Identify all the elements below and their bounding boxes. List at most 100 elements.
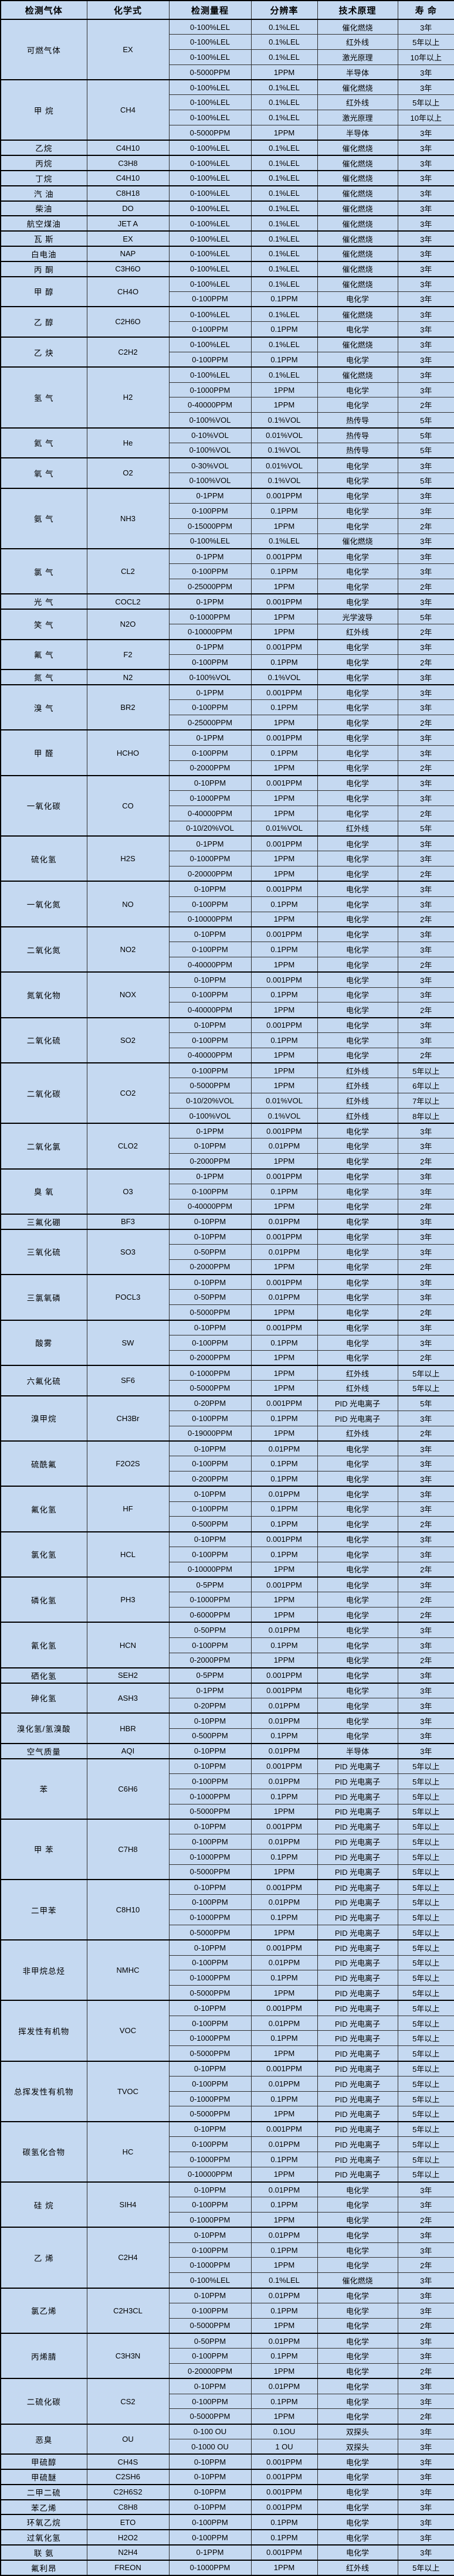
principle-cell: PID 光电离子 <box>317 1773 398 1789</box>
table-row: 笑 气 N2O 0-1000PPM 1PPM 光学波导 5年 <box>0 609 454 640</box>
principle-cell: 红外线 <box>317 1078 398 1094</box>
lifespan-cell: 5年以上 <box>397 1380 454 1396</box>
resolution-cell: 0.1PPM <box>250 1546 318 1562</box>
lifespan-cell: 3年 <box>397 1319 454 1335</box>
resolution-cell: 0.1%LEL <box>250 2272 318 2289</box>
resolution-cell: 0.1PPM <box>250 1501 318 1517</box>
principle-cell: 电化学 <box>317 669 398 685</box>
resolution-cell: 0.001PPM <box>250 593 318 610</box>
table-row: 0-100PPM 0.1PPM 电化学 3年 <box>1 352 454 368</box>
principle-cell: PID 光电离子 <box>317 1970 398 1986</box>
resolution-cell: 0.1PPM <box>250 654 318 670</box>
lifespan-cell: 5年以上 <box>397 1985 454 2001</box>
resolution-cell: 0.1PPM <box>250 1970 318 1986</box>
table-row: 0-6000PPM 1PPM 电化学 2年 <box>1 1607 454 1623</box>
lifespan-cell: 2年 <box>397 1259 454 1275</box>
principle-cell: 电化学 <box>317 866 398 882</box>
principle-cell: 催化燃烧 <box>317 169 398 186</box>
range-cell: 0-40000PPM <box>168 805 252 821</box>
table-row: 甲 醛 HCHO 0-1PPM 0.001PPM 电化学 3年 <box>0 729 454 776</box>
lifespan-cell: 5年以上 <box>397 94 454 111</box>
range-cell: 0-10PPM <box>168 2483 252 2500</box>
range-cell: 0-500PPM <box>168 1516 252 1532</box>
table-row: 0-100PPM 0.01PPM PID 光电离子 5年以上 <box>1 2015 454 2031</box>
table-row: 柴油 DO 0-100%LEL 0.1%LEL 催化燃烧 3年 <box>0 200 454 216</box>
formula-cell: F2 <box>86 638 170 670</box>
gas-name-cell: 总挥发性有机物 <box>0 2060 87 2122</box>
gas-name-cell: 柴油 <box>0 200 87 216</box>
resolution-cell: 1PPM <box>250 1350 318 1366</box>
table-row: 非甲烷总烃 NMHC 0-10PPM 0.001PPM PID 光电离子 5年以上 <box>0 1939 454 2001</box>
lifespan-cell: 2年 <box>397 1561 454 1578</box>
formula-cell: SO3 <box>86 1228 170 1275</box>
resolution-cell: 1PPM <box>250 1803 318 1820</box>
table-row: 臭 氧 O3 0-1PPM 0.001PPM 电化学 3年 <box>0 1168 454 1215</box>
principle-cell: 热传导 <box>317 442 398 458</box>
lifespan-cell: 5年以上 <box>397 1818 454 1835</box>
lifespan-cell: 3年 <box>397 1456 454 1471</box>
table-row: 0-100PPM 0.01PPM PID 光电离子 5年以上 <box>1 2136 454 2152</box>
range-cell: 0-1000PPM <box>168 2030 252 2047</box>
resolution-cell: 0.1%LEL <box>250 336 318 353</box>
lifespan-cell: 2年 <box>397 805 454 821</box>
table-row: 0-20000PPM 1PPM 电化学 2年 <box>1 866 454 882</box>
formula-cell: C7H8 <box>86 1818 170 1880</box>
principle-cell: 电化学 <box>317 578 398 594</box>
header-row: 检测气体 化学式 检测量程 分辨率 技术原理寿 命 <box>0 0 454 20</box>
table-row: 0-100%LEL 0.1%LEL 红外线 5年以上 <box>1 94 454 111</box>
principle-cell: 电化学 <box>317 2499 398 2515</box>
principle-cell: PID 光电离子 <box>317 2136 398 2152</box>
principle-cell: 催化燃烧 <box>317 215 398 232</box>
lifespan-cell: 2年 <box>397 2257 454 2273</box>
resolution-cell: 0.001PPM <box>250 774 318 791</box>
resolution-cell: 0.001PPM <box>250 684 318 701</box>
lifespan-cell: 3年 <box>397 684 454 701</box>
gas-name-cell: 硫化氢 <box>0 835 87 882</box>
range-cell: 0-100PPM <box>168 1773 252 1789</box>
resolution-cell: 1PPM <box>250 2045 318 2062</box>
table-row: 氨 气 NH3 0-1PPM 0.001PPM 电化学 3年 <box>0 487 454 549</box>
range-cell: 0-100PPM <box>168 1894 252 1911</box>
range-cell: 0-100PPM <box>168 1032 252 1048</box>
lifespan-cell: 3年 <box>397 1410 454 1426</box>
resolution-cell: 0.1PPM <box>250 2514 318 2530</box>
gas-name-cell: 酸雾 <box>0 1319 87 1366</box>
table-row: 白电油 NAP 0-100%LEL 0.1%LEL 催化燃烧 3年 <box>0 245 454 262</box>
principle-cell: 催化燃烧 <box>317 245 398 262</box>
lifespan-cell: 5年以上 <box>397 2015 454 2031</box>
formula-cell: JET A <box>86 215 170 232</box>
gas-name-cell: 瓦 斯 <box>0 230 87 247</box>
range-cell: 0-100%LEL <box>168 19 252 35</box>
range-cell: 0-10PPM <box>168 2181 252 2198</box>
range-cell: 0-5000PPM <box>168 2317 252 2334</box>
range-cell: 0-100PPM <box>168 745 252 761</box>
principle-cell: PID 光电离子 <box>317 1879 398 1895</box>
principle-cell: 电化学 <box>317 1501 398 1517</box>
principle-cell: 激光原理 <box>317 49 398 65</box>
principle-cell: 电化学 <box>317 1274 398 1290</box>
range-cell: 0-10PPM <box>168 1879 252 1895</box>
resolution-cell: 0.001PPM <box>250 2544 318 2561</box>
lifespan-cell: 5年以上 <box>397 1758 454 1774</box>
table-row: 氮 气 N2 0-100%VOL 0.1%VOL 电化学 3年 <box>0 669 454 685</box>
principle-cell: 红外线 <box>317 1062 398 1079</box>
lifespan-cell: 3年 <box>397 2242 454 2258</box>
lifespan-cell: 3年 <box>397 745 454 761</box>
table-row: 0-20000PPM 1PPM 电化学 2年 <box>1 2363 454 2379</box>
principle-cell: 催化燃烧 <box>317 155 398 171</box>
principle-cell: 电化学 <box>317 1289 398 1306</box>
range-cell: 0-20000PPM <box>168 866 252 882</box>
lifespan-cell: 3年 <box>397 2529 454 2546</box>
lifespan-cell: 3年 <box>397 987 454 1003</box>
formula-cell: C6H6 <box>86 1758 170 1820</box>
resolution-cell: 0.01PPM <box>250 2287 318 2303</box>
table-row: 环氧乙烷 ETO 0-100PPM 0.1PPM 电化学 3年 <box>0 2514 454 2530</box>
principle-cell: 电化学 <box>317 2408 398 2425</box>
table-row: 汽 油 C8H18 0-100%LEL 0.1%LEL 催化燃烧 3年 <box>0 185 454 202</box>
range-cell: 0-2000PPM <box>168 1259 252 1275</box>
formula-cell: C3H8 <box>86 155 170 171</box>
range-cell: 0-10000PPM <box>168 1561 252 1578</box>
lifespan-cell: 3年 <box>397 1576 454 1593</box>
gas-name-cell: 可燃气体 <box>0 18 87 80</box>
range-cell: 0-40000PPM <box>168 397 252 413</box>
